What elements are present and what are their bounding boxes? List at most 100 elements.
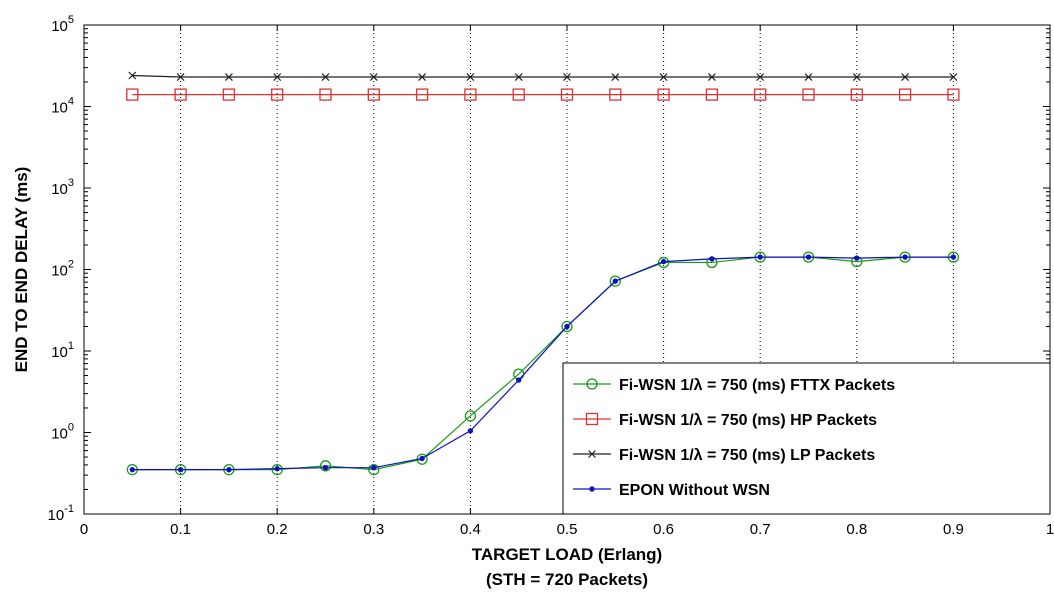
- data-point: [177, 466, 184, 473]
- data-point: [367, 88, 380, 101]
- data-point: [273, 73, 282, 81]
- series-1: [126, 88, 960, 101]
- y-tick-label: 100: [51, 422, 74, 443]
- legend-label: EPON Without WSN: [619, 482, 770, 499]
- data-point: [371, 464, 377, 471]
- legend-label: Fi-WSN 1/λ = 750 (ms) FTTX Packets: [619, 377, 895, 394]
- data-point: [467, 428, 474, 434]
- data-point: [466, 73, 475, 81]
- data-point: [419, 455, 425, 462]
- data-point: [805, 254, 812, 260]
- y-tick-label: 103: [51, 177, 74, 198]
- x-tick-label: 0.1: [170, 521, 191, 538]
- x-tick-label: 0.4: [460, 521, 481, 538]
- data-point: [560, 88, 574, 101]
- data-point: [707, 73, 716, 81]
- data-point: [319, 460, 332, 472]
- legend-box: [562, 362, 1051, 515]
- data-point: [516, 377, 522, 383]
- series-line: [132, 74, 954, 78]
- legend-entry: Fi-WSN 1/λ = 750 (ms) HP Packets: [573, 412, 877, 429]
- legend: Fi-WSN 1/λ = 750 (ms) FTTX Packets Fi-WSN…: [562, 362, 1051, 515]
- data-point: [129, 466, 136, 473]
- data-point: [609, 275, 621, 287]
- data-point: [757, 254, 763, 260]
- x-axis-label: TARGET LOAD (Erlang): [472, 545, 662, 564]
- legend-label: Fi-WSN 1/λ = 750 (ms) LP Packets: [619, 447, 875, 464]
- data-point: [418, 73, 427, 81]
- grid-lines: [180, 25, 954, 514]
- data-point: [902, 254, 908, 260]
- data-point: [561, 320, 573, 333]
- data-point: [464, 410, 477, 422]
- data-point: [901, 73, 910, 81]
- x-tick-labels: 0 0.1 0.2 0.3 0.4 0.5 0.6 0.7 0.8 0.9 1: [80, 521, 1054, 538]
- y-tick-label: 105: [51, 14, 74, 35]
- legend-swatch-marker: [588, 450, 596, 458]
- y-tick-label: 101: [51, 340, 74, 361]
- x-tick-label: 0.3: [363, 521, 384, 538]
- legend-entry: Fi-WSN 1/λ = 750 (ms) LP Packets: [573, 447, 875, 464]
- data-point: [659, 73, 668, 81]
- axis-ticks: [83, 24, 1051, 515]
- x-tick-label: 0.9: [943, 521, 964, 538]
- data-point: [898, 88, 912, 101]
- data-point: [802, 88, 815, 101]
- data-point: [611, 73, 620, 81]
- x-tick-label: 0.2: [267, 521, 288, 538]
- data-point: [563, 73, 571, 81]
- data-point: [274, 465, 280, 472]
- data-point: [226, 466, 232, 473]
- data-point: [464, 88, 477, 101]
- data-point: [222, 88, 236, 101]
- data-point: [514, 73, 523, 81]
- series-3: [129, 254, 957, 473]
- data-point: [705, 88, 719, 101]
- data-point: [657, 88, 670, 101]
- data-point: [657, 256, 670, 269]
- data-point: [319, 88, 332, 101]
- data-point: [804, 73, 813, 81]
- data-point: [174, 88, 187, 101]
- x-tick-label: 0.7: [750, 521, 771, 538]
- data-point: [609, 88, 622, 101]
- data-point: [224, 73, 233, 81]
- data-point: [128, 71, 137, 80]
- x-tick-label: 0.6: [653, 521, 674, 538]
- legend-swatch-marker: [585, 412, 599, 426]
- data-point: [754, 88, 767, 101]
- data-point: [564, 323, 570, 330]
- legend-label: Fi-WSN 1/λ = 750 (ms) HP Packets: [619, 412, 877, 429]
- data-point: [512, 88, 525, 101]
- data-point: [369, 73, 378, 81]
- data-point: [612, 278, 618, 284]
- data-point: [126, 88, 139, 101]
- data-point: [321, 73, 330, 81]
- data-point: [947, 88, 960, 101]
- legend-swatch-marker: [586, 378, 598, 390]
- data-point: [271, 464, 283, 476]
- data-point: [415, 88, 429, 101]
- data-point: [854, 255, 860, 261]
- legend-items: Fi-WSN 1/λ = 750 (ms) FTTX Packets Fi-WSN…: [573, 377, 895, 499]
- legend-entry: EPON Without WSN: [573, 482, 770, 499]
- data-point: [850, 88, 863, 101]
- x-tick-label: 1: [1046, 521, 1054, 538]
- data-point: [709, 256, 715, 262]
- y-tick-labels: 10-1 100 101 102 103 104 105: [48, 14, 74, 524]
- data-point: [176, 73, 185, 81]
- series-layer: [126, 71, 960, 476]
- data-point: [660, 258, 667, 265]
- y-tick-label: 102: [51, 259, 74, 280]
- data-point: [756, 73, 765, 81]
- x-tick-label: 0.8: [846, 521, 867, 538]
- series-2: [128, 71, 958, 81]
- data-point: [368, 464, 380, 476]
- x-tick-label: 0: [80, 521, 88, 538]
- series-line: [132, 256, 954, 471]
- data-point: [322, 464, 329, 471]
- y-tick-label: 104: [51, 96, 74, 117]
- x-axis-sublabel: (STH = 720 Packets): [486, 570, 648, 589]
- x-tick-label: 0.5: [557, 521, 578, 538]
